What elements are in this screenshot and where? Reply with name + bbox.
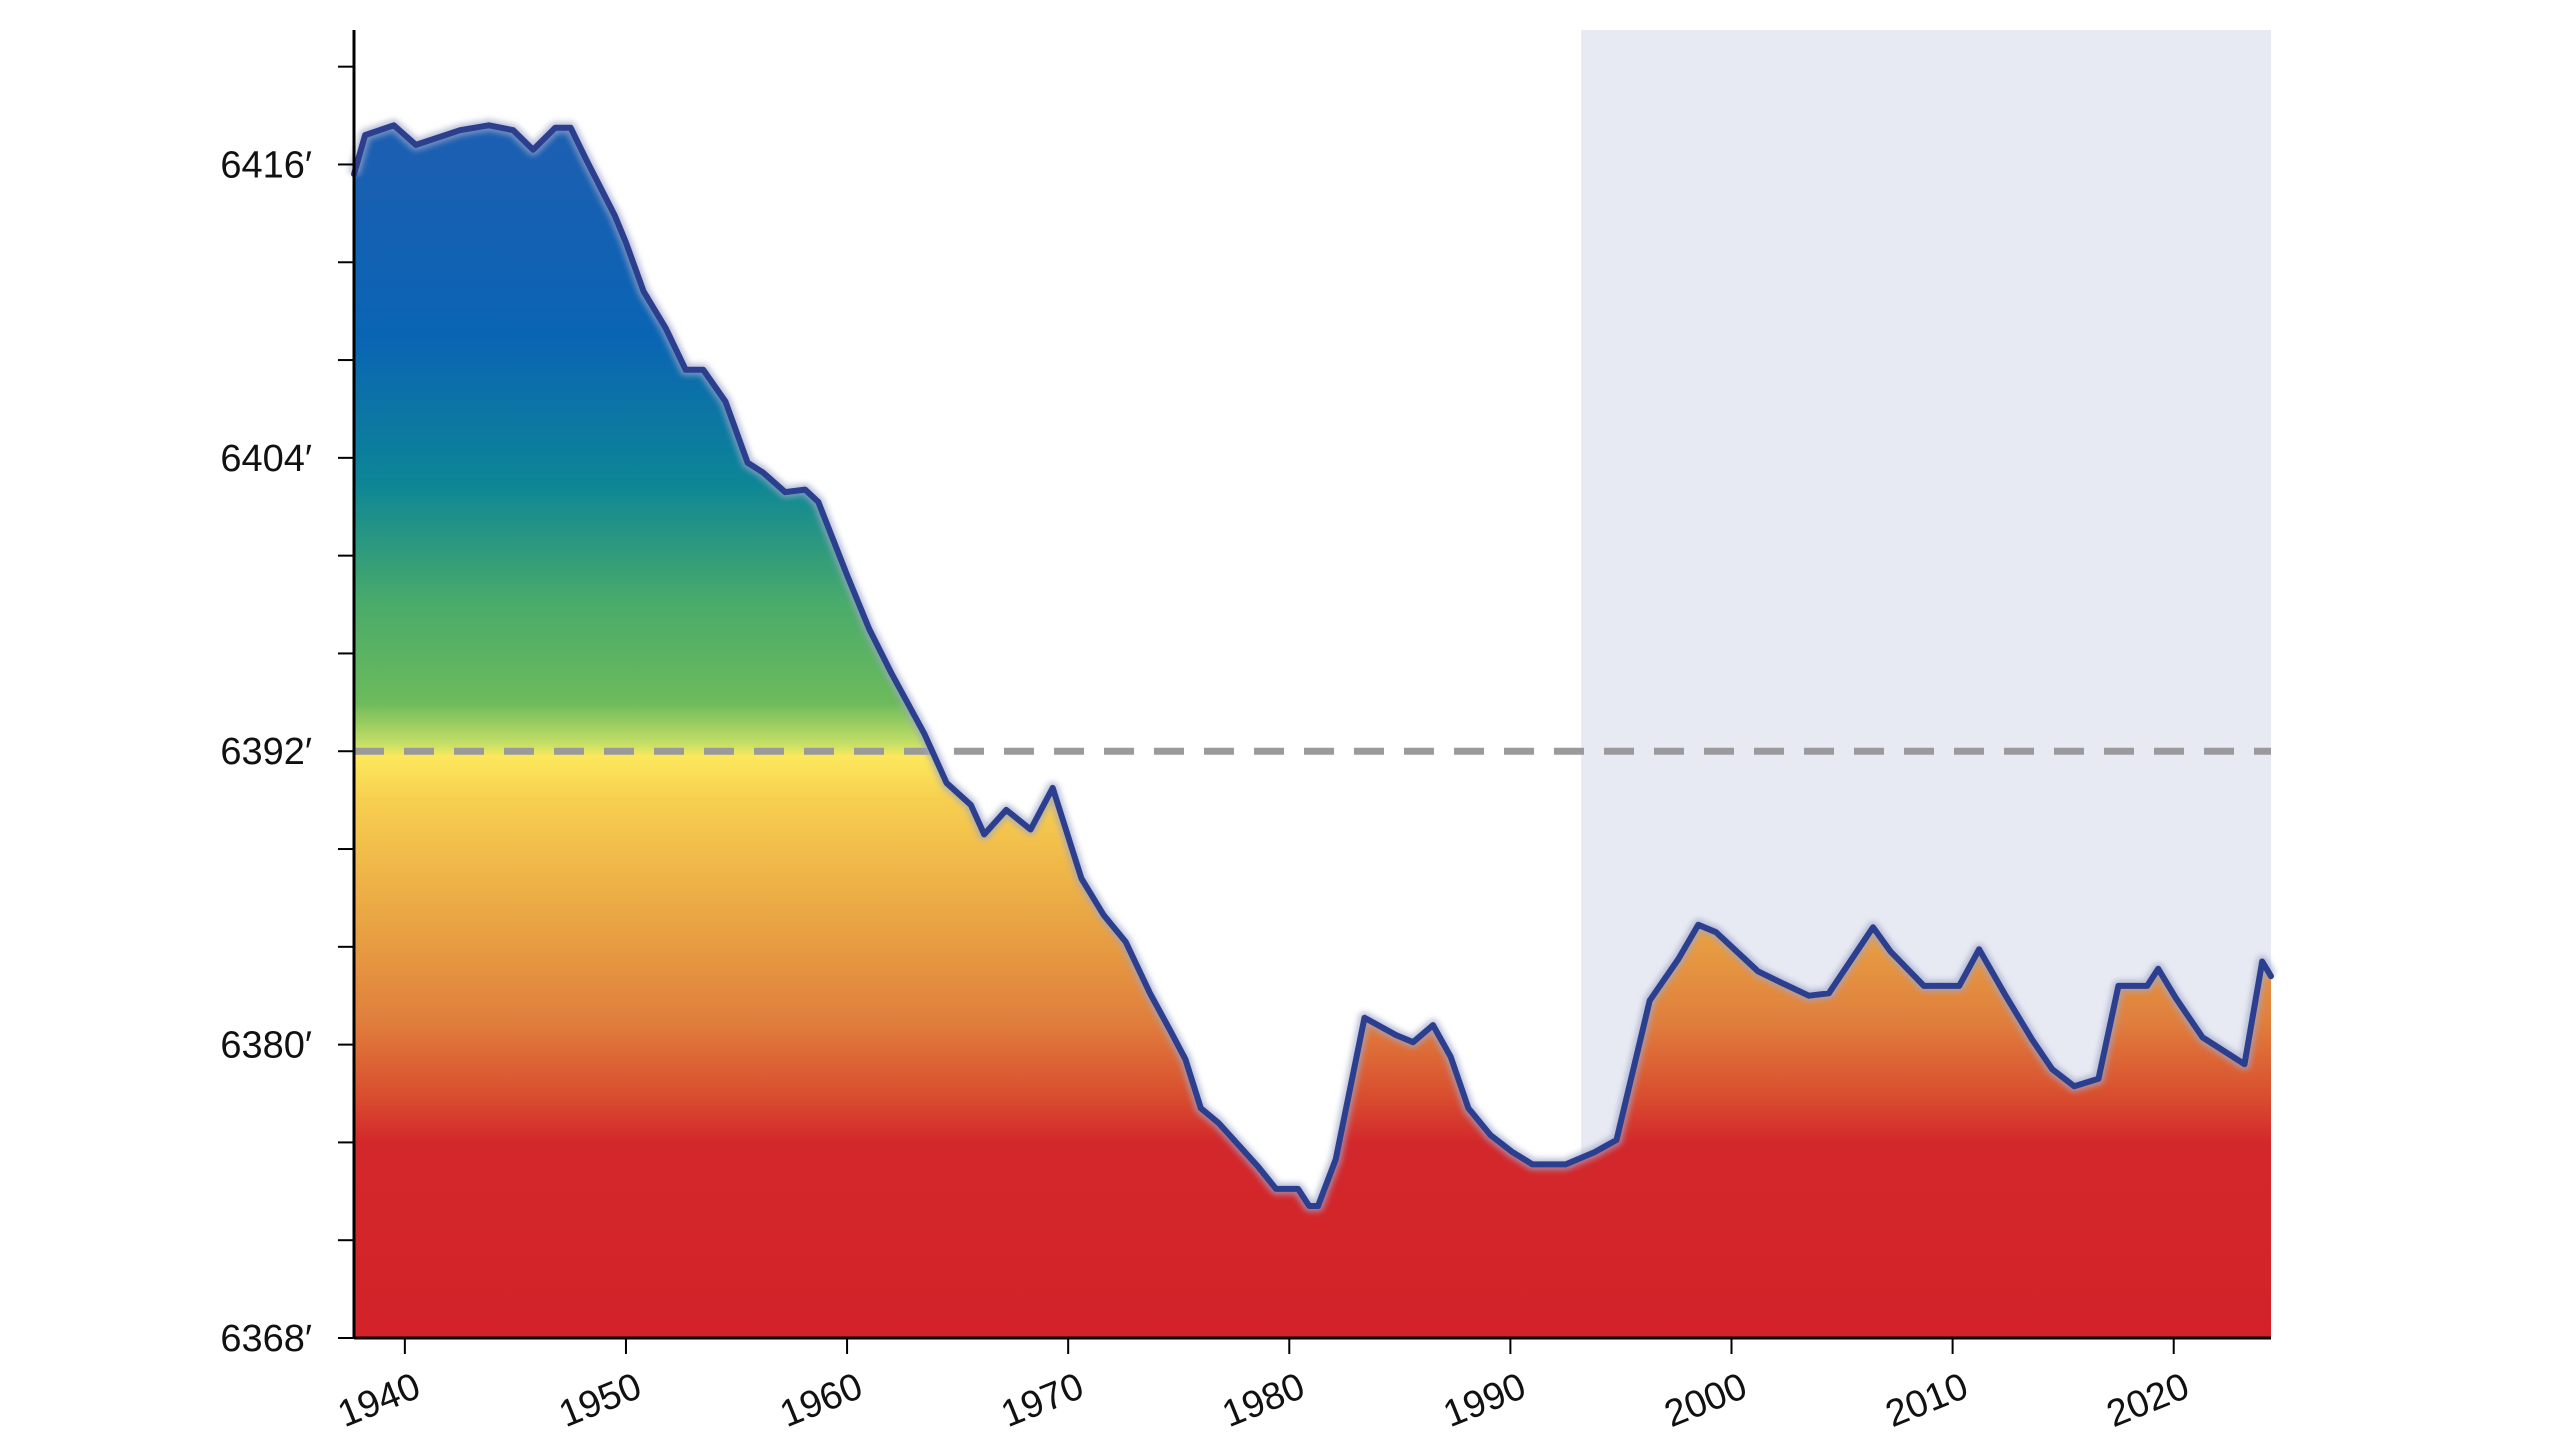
elevation-area (354, 125, 2271, 1338)
x-tick-label: 2000 (1659, 1365, 1753, 1436)
x-tick-label: 1990 (1438, 1365, 1532, 1436)
elevation-line (351, 122, 2274, 1209)
x-tick-label: 1970 (995, 1365, 1089, 1436)
x-tick-label: 1980 (1217, 1365, 1311, 1436)
x-tick-label: 2020 (2101, 1365, 2195, 1436)
x-tick-label: 1940 (332, 1365, 426, 1436)
y-tick-label: 6392′ (220, 731, 312, 773)
x-axis-ticks: 1940 1950 1960 1970 1980 1990 2000 2010 2020 (332, 1338, 2195, 1436)
y-tick-label: 6380′ (220, 1025, 312, 1067)
x-tick-label: 2010 (1880, 1365, 1974, 1436)
x-tick-label: 1950 (553, 1365, 647, 1436)
y-tick-label: 6416′ (220, 144, 312, 186)
y-axis-ticks: 6368′ 6380′ 6392′ 6404′ 6416′ (220, 65, 354, 1360)
y-tick-label: 6368′ (220, 1318, 312, 1360)
x-tick-label: 1960 (774, 1365, 868, 1436)
y-tick-label: 6404′ (220, 438, 312, 480)
